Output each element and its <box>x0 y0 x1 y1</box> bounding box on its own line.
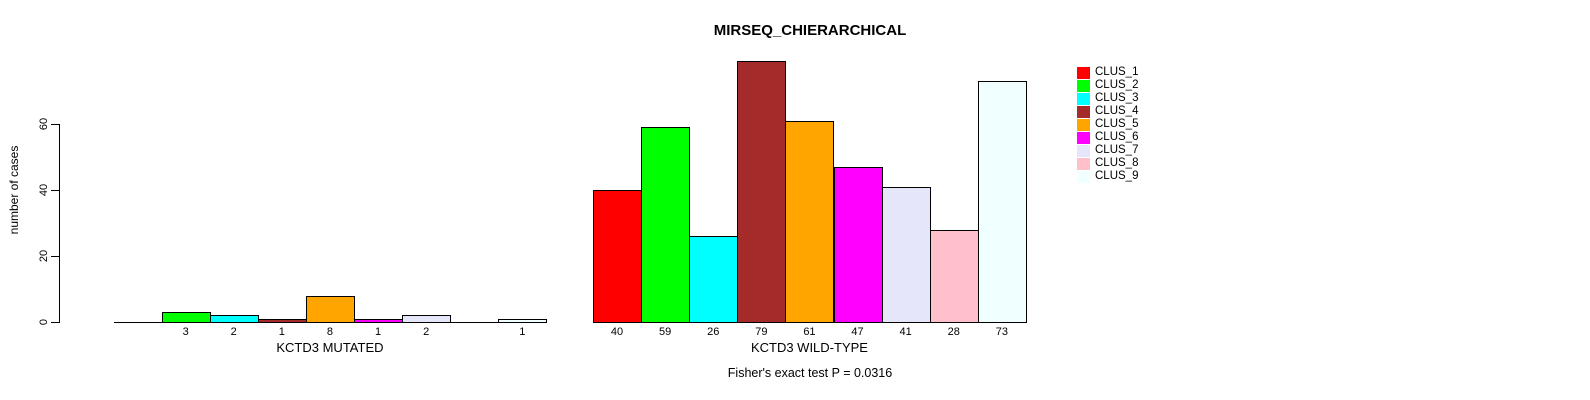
y-tick-mark <box>51 124 59 125</box>
y-tick-label: 0 <box>38 318 50 326</box>
legend-item: CLUS_1 <box>1077 66 1138 79</box>
bar-value-label: 2 <box>423 326 430 338</box>
bar-zero-clus_8 <box>450 322 500 323</box>
legend-item: CLUS_9 <box>1077 170 1138 183</box>
legend-item-label: CLUS_2 <box>1095 79 1139 91</box>
legend-swatch <box>1077 66 1090 79</box>
legend-swatch <box>1077 92 1090 105</box>
bar-clus_1 <box>593 190 643 323</box>
legend-item: CLUS_3 <box>1077 92 1138 105</box>
y-axis-label: number of cases <box>7 145 21 235</box>
legend-swatch <box>1077 157 1090 170</box>
bar-zero-clus_1 <box>113 322 163 323</box>
y-tick-label: 20 <box>38 249 50 263</box>
bar-clus_9 <box>498 319 548 323</box>
bar-value-label: 61 <box>803 326 816 338</box>
legend-item-label: CLUS_7 <box>1095 144 1139 156</box>
bar-clus_9 <box>977 81 1027 323</box>
legend-swatch <box>1077 131 1090 144</box>
bar-clus_5 <box>305 296 355 323</box>
y-axis-line <box>59 124 60 323</box>
x-axis-group-label: KCTD3 WILD-TYPE <box>750 340 868 355</box>
bar-clus_4 <box>737 61 787 323</box>
bar-clus_2 <box>161 312 211 323</box>
y-tick-mark <box>51 190 59 191</box>
bar-clus_3 <box>689 236 739 323</box>
bar-clus_8 <box>929 230 979 323</box>
y-tick-label: 40 <box>38 183 50 197</box>
bar-value-label: 8 <box>326 326 333 338</box>
bar-value-label: 1 <box>519 326 526 338</box>
bar-value-label: 41 <box>899 326 912 338</box>
fisher-test-annotation: Fisher's exact test P = 0.0316 <box>727 366 893 380</box>
x-axis-group-label: KCTD3 MUTATED <box>276 340 384 355</box>
bar-clus_4 <box>257 319 307 323</box>
chart-title: MIRSEQ_CHIERARCHICAL <box>713 22 907 39</box>
legend-item: CLUS_7 <box>1077 144 1138 157</box>
y-tick-label: 60 <box>38 117 50 131</box>
legend-swatch <box>1077 170 1090 183</box>
legend-item: CLUS_6 <box>1077 131 1138 144</box>
bar-value-label: 3 <box>182 326 189 338</box>
legend-swatch <box>1077 144 1090 157</box>
legend-item: CLUS_2 <box>1077 79 1138 92</box>
legend-item: CLUS_8 <box>1077 157 1138 170</box>
legend-item-label: CLUS_9 <box>1095 170 1139 182</box>
legend-swatch <box>1077 118 1090 131</box>
bar-clus_7 <box>881 187 931 323</box>
legend-item-label: CLUS_1 <box>1095 66 1139 78</box>
bar-value-label: 1 <box>374 326 382 338</box>
legend: CLUS_1 CLUS_2 CLUS_3 CLUS_4 CLUS_5 CLUS_6 CLUS… <box>1077 66 1138 183</box>
legend-swatch <box>1077 105 1090 118</box>
bar-clus_6 <box>354 319 404 323</box>
legend-item-label: CLUS_3 <box>1095 92 1139 104</box>
bar-clus_3 <box>209 315 259 323</box>
bar-value-label: 26 <box>707 326 720 338</box>
bar-value-label: 1 <box>278 326 285 338</box>
legend-item-label: CLUS_5 <box>1095 118 1139 130</box>
y-tick-mark <box>51 322 59 323</box>
legend-item-label: CLUS_6 <box>1095 131 1139 143</box>
legend-item-label: CLUS_4 <box>1095 105 1139 117</box>
y-tick-mark <box>51 256 59 257</box>
legend-item: CLUS_5 <box>1077 118 1138 131</box>
bar-clus_6 <box>833 167 883 323</box>
bar-value-label: 73 <box>995 326 1008 338</box>
bar-clus_7 <box>402 315 452 323</box>
bar-clus_2 <box>641 127 691 323</box>
legend-item-label: CLUS_8 <box>1095 157 1139 169</box>
bar-value-label: 79 <box>755 326 768 338</box>
bar-value-label: 40 <box>610 326 624 338</box>
bar-value-label: 59 <box>659 326 672 338</box>
bar-clus_5 <box>785 121 835 323</box>
bar-value-label: 2 <box>230 326 237 338</box>
legend-swatch <box>1077 79 1090 92</box>
bar-value-label: 28 <box>947 326 960 338</box>
bar-value-label: 47 <box>851 326 864 338</box>
legend-item: CLUS_4 <box>1077 105 1138 118</box>
